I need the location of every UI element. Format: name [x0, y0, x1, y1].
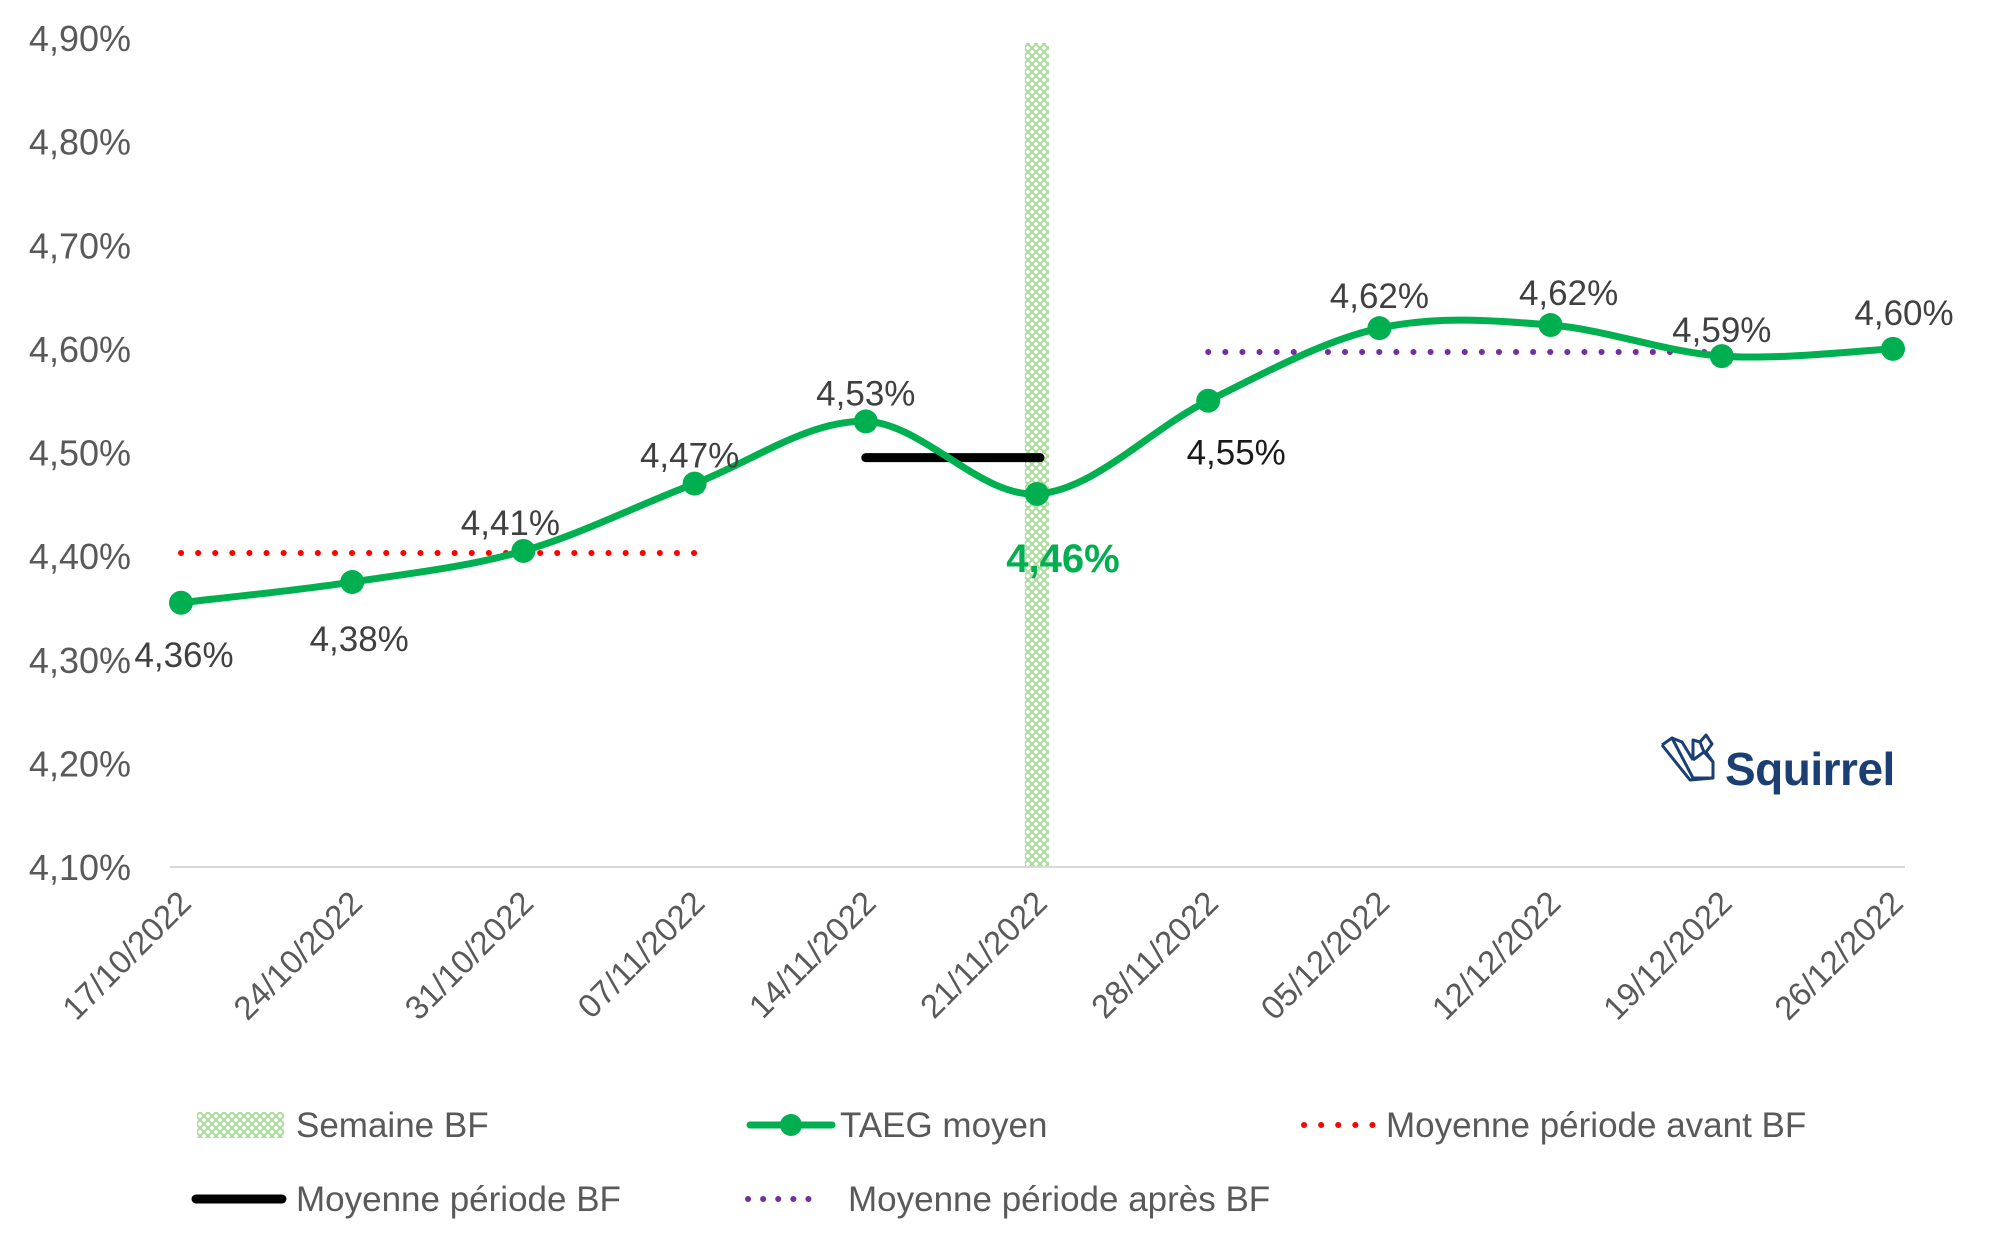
taeg-series	[169, 313, 1905, 615]
y-tick-label: 4,80%	[29, 122, 131, 163]
y-tick-label: 4,20%	[29, 743, 131, 784]
y-axis-ticks: 4,10% 4,20% 4,30% 4,40% 4,50% 4,60% 4,70% 4,80%…	[29, 18, 131, 888]
x-tick-label: 12/12/2022	[1425, 884, 1568, 1027]
x-tick-label: 17/10/2022	[55, 884, 198, 1027]
taeg-marker	[1538, 313, 1563, 338]
data-label: 4,59%	[1672, 311, 1771, 350]
x-tick-label: 31/10/2022	[397, 884, 540, 1027]
x-tick-label: 05/12/2022	[1253, 884, 1396, 1027]
y-tick-label: 4,90%	[29, 18, 131, 59]
legend-item-bf: Moyenne période BF	[191, 1180, 621, 1219]
legend-swatch-hatch	[197, 1112, 284, 1138]
legend-label: Moyenne période BF	[296, 1180, 621, 1219]
x-tick-label: 07/11/2022	[570, 884, 711, 1025]
y-tick-label: 4,10%	[29, 847, 131, 888]
y-tick-label: 4,40%	[29, 536, 131, 577]
squirrel-logo: Squirrel	[1660, 733, 1895, 795]
taeg-marker	[682, 471, 707, 496]
legend-item-taeg: TAEG moyen	[746, 1106, 1047, 1145]
data-label: 4,47%	[640, 437, 739, 476]
logo-text: Squirrel	[1725, 743, 1895, 795]
taeg-marker	[169, 590, 193, 615]
data-label: 4,53%	[816, 374, 915, 413]
data-label: 4,55%	[1187, 434, 1286, 473]
legend-label: TAEG moyen	[840, 1106, 1047, 1145]
y-tick-label: 4,50%	[29, 433, 131, 474]
legend-label: Moyenne période après BF	[848, 1180, 1270, 1219]
data-label: 4,41%	[461, 504, 560, 543]
taeg-marker	[511, 538, 536, 563]
data-label: 4,60%	[1854, 294, 1953, 333]
legend-item-avant: Moyenne période avant BF	[1301, 1106, 1806, 1145]
taeg-marker	[1709, 344, 1734, 369]
squirrel-logo-icon	[1660, 733, 1715, 782]
y-tick-label: 4,60%	[29, 329, 131, 370]
taeg-marker	[340, 570, 365, 595]
data-labels: 4,36% 4,38% 4,41% 4,47% 4,53% 4,46% 4,55% 4,62%…	[134, 274, 1953, 675]
x-tick-label: 28/11/2022	[1084, 884, 1225, 1025]
x-tick-label: 26/12/2022	[1767, 884, 1910, 1027]
taeg-marker	[1881, 336, 1905, 361]
average-lines	[178, 348, 1725, 557]
y-tick-label: 4,70%	[29, 225, 131, 266]
x-tick-label: 21/11/2022	[913, 884, 1054, 1025]
taeg-marker	[853, 409, 878, 434]
legend-item-apres: Moyenne période après BF	[745, 1180, 1270, 1219]
x-axis-ticks: 17/10/2022 24/10/2022 31/10/2022 07/11/2022…	[55, 884, 1910, 1027]
data-label: 4,46%	[1006, 537, 1119, 581]
x-tick-label: 19/12/2022	[1596, 884, 1739, 1027]
x-tick-label: 24/10/2022	[226, 884, 369, 1027]
taeg-marker	[1025, 481, 1049, 506]
x-tick-label: 14/11/2022	[742, 884, 883, 1025]
data-label: 4,62%	[1519, 274, 1618, 313]
legend: Semaine BF TAEG moyen Moyenne période av…	[191, 1106, 1806, 1219]
legend-swatch-marker	[780, 1114, 802, 1136]
data-label: 4,36%	[134, 636, 233, 675]
legend-label: Moyenne période avant BF	[1386, 1106, 1806, 1145]
data-label: 4,62%	[1330, 277, 1429, 316]
data-label: 4,38%	[310, 620, 409, 659]
y-tick-label: 4,30%	[29, 640, 131, 681]
legend-label: Semaine BF	[296, 1106, 489, 1145]
taeg-marker	[1367, 316, 1392, 341]
taeg-marker	[1196, 388, 1221, 413]
legend-item-semaine-bf: Semaine BF	[197, 1106, 489, 1145]
